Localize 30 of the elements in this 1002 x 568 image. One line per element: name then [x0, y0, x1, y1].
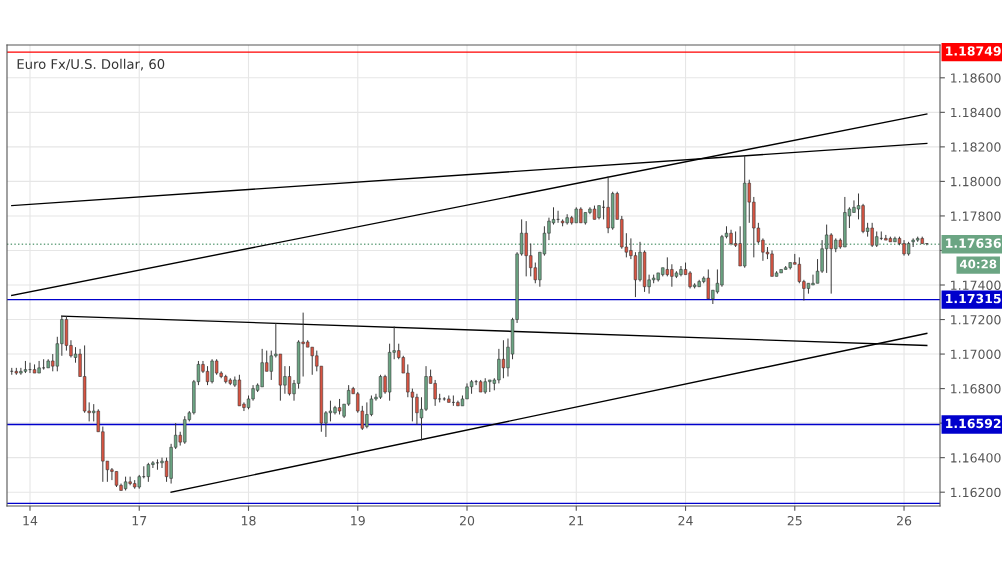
y-tick-label: 1.18600: [951, 73, 1001, 83]
y-tick-label: 1.16400: [951, 453, 1001, 463]
ref-line-label: 1.17315: [946, 293, 1001, 304]
y-tick-label: 1.16800: [951, 384, 1001, 394]
ref-line-label: 1.17636: [946, 238, 1001, 248]
y-tick-label: 1.18000: [951, 176, 1001, 187]
x-tick-label: 18: [241, 515, 256, 526]
x-tick-label: 20: [459, 515, 475, 526]
x-tick-label: 19: [351, 515, 365, 526]
candlestick: [501, 339, 506, 379]
x-tick-label: 24: [678, 515, 693, 526]
x-tick-label: 17: [132, 516, 147, 526]
text: Euro Fx/U.S. Dollar, 60: [17, 58, 165, 71]
y-tick-label: 1.18400: [951, 107, 1001, 118]
y-tick-label: 1.17800: [951, 211, 1001, 221]
ref-line-label: 1.16592: [946, 418, 1001, 429]
y-tick-label: 1.17200: [951, 315, 1001, 325]
y-tick-label: 1.17400: [951, 280, 1001, 290]
candlestick: [378, 374, 383, 400]
x-tick-label: 21: [569, 515, 584, 526]
x-tick-label: 26: [897, 515, 912, 526]
y-tick-label: 1.18200: [951, 142, 1001, 152]
candlestick: [155, 458, 160, 471]
text: 40:28: [959, 259, 997, 269]
y-tick-label: 1.17000: [951, 349, 1001, 359]
y-tick-label: 1.16200: [951, 487, 1001, 498]
x-tick-label: 14: [23, 516, 38, 526]
x-tick-label: 25: [787, 515, 802, 526]
candlestick: [287, 365, 292, 396]
ref-line-label: 1.18749: [946, 46, 1001, 56]
